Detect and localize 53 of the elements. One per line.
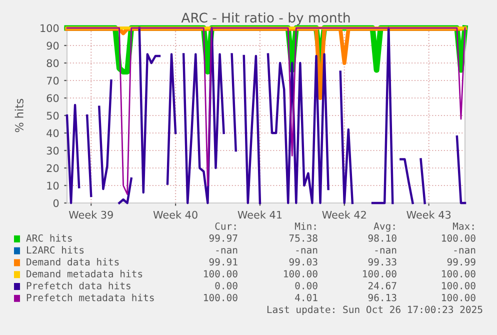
text: 99.99 [447, 258, 476, 266]
y-tick-label: 0 [53, 199, 59, 208]
y-tick-label: 20 [46, 164, 59, 172]
y-tick-label: 30 [46, 146, 59, 155]
text: Cur: [215, 222, 236, 230]
x-tick-label: Week 40 [153, 210, 198, 219]
x-tick-label: Week 41 [238, 210, 282, 219]
text: -nan [454, 248, 476, 254]
text: 75.38 [289, 234, 318, 242]
y-tick-label: 60 [46, 94, 59, 102]
legend-label: Prefetch data hits [26, 282, 130, 290]
legend-label: L2ARC hits [27, 246, 84, 254]
text: 100.00 [442, 294, 476, 302]
text: 100.00 [442, 234, 476, 242]
x-tick-label: Week 39 [68, 210, 113, 219]
text: 98.10 [368, 234, 396, 242]
y-tick-label: 80 [46, 59, 59, 68]
text: 99.91 [209, 258, 238, 266]
x-tick-label: Week 42 [322, 210, 366, 219]
text: 100.00 [284, 270, 318, 278]
y-tick-label: 90 [46, 42, 59, 50]
text: 99.03 [289, 258, 318, 266]
text: 100.00 [442, 282, 476, 290]
text: 24.67 [368, 282, 396, 290]
text: -nan [296, 248, 318, 254]
legend-label: ARC hits [26, 234, 72, 242]
text: 99.33 [368, 258, 396, 266]
text: Max: [452, 222, 474, 230]
text: -nan [216, 248, 238, 254]
text: Min: [294, 222, 316, 230]
text: Avg: [374, 222, 395, 232]
text: 96.13 [368, 294, 396, 302]
y-tick-label: 40 [46, 129, 59, 138]
y-tick-label: 100 [40, 24, 59, 32]
text: 0.00 [295, 282, 318, 290]
y-tick-label: 50 [46, 112, 59, 120]
chart-title: ARC - Hit ratio - by month [181, 12, 350, 26]
text: 100.00 [204, 294, 238, 302]
y-axis-title: % hits [14, 98, 24, 132]
x-tick-label: Week 43 [406, 210, 451, 219]
legend-label: Demand metadata hits [26, 270, 142, 278]
text: 100.00 [363, 270, 396, 278]
legend-label: Demand data hits [26, 258, 119, 266]
y-tick-label: 10 [47, 182, 59, 190]
y-tick-label: 70 [46, 76, 59, 85]
text: 99.97 [209, 234, 238, 242]
text: 4.01 [295, 294, 318, 302]
text: -nan [375, 248, 396, 254]
text: 0.00 [215, 282, 238, 290]
text: 100.00 [442, 270, 476, 278]
text: 100.00 [204, 270, 238, 278]
legend-label: Prefetch metadata hits [26, 294, 154, 302]
text: Last update: Sun Oct 26 17:00:23 2025 [267, 306, 482, 316]
